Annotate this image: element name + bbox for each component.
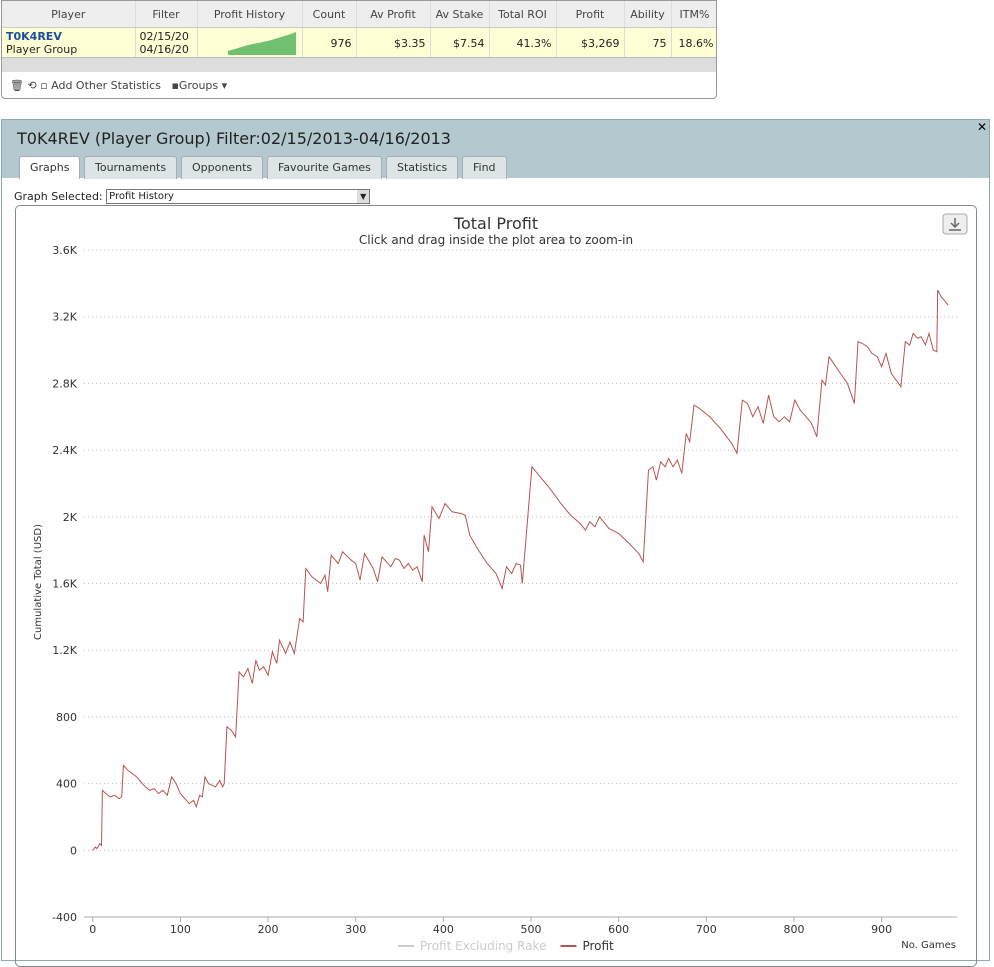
legend-label[interactable]: Profit Excluding Rake: [420, 939, 546, 953]
total-roi: 41.3%: [489, 27, 557, 58]
column-header[interactable]: ITM%: [671, 1, 716, 28]
y-tick-label: 2K: [63, 511, 78, 524]
y-tick-label: 400: [56, 778, 77, 791]
panel-header: T0K4REV (Player Group) Filter:02/15/2013…: [2, 120, 989, 179]
x-axis-label: No. Games: [901, 940, 956, 951]
sparkline: [227, 31, 296, 55]
legend-label[interactable]: Profit: [582, 939, 614, 953]
player-name[interactable]: T0K4REV: [6, 30, 62, 43]
player-group: Player Group: [6, 43, 78, 56]
player-panel: T0K4REV (Player Group) Filter:02/15/2013…: [1, 119, 990, 961]
y-tick-label: -400: [52, 911, 77, 924]
x-tick-label: 500: [521, 923, 542, 936]
x-tick-label: 700: [696, 923, 717, 936]
header-row: Player Filter Profit History Count Av Profit…: [2, 1, 716, 28]
stats-table: Player Filter Profit History Count Av Profit…: [2, 1, 716, 58]
y-tick-label: 2.8K: [52, 377, 77, 390]
column-header[interactable]: Player: [2, 1, 136, 28]
y-tick-label: 800: [56, 711, 77, 724]
av-stake: $7.54: [430, 27, 490, 58]
y-tick-label: 3.2K: [52, 311, 77, 324]
x-tick-label: 100: [170, 923, 191, 936]
column-header[interactable]: Ability: [624, 1, 672, 28]
x-tick-label: 0: [89, 923, 96, 936]
y-tick-label: 2.4K: [52, 444, 77, 457]
column-header[interactable]: Filter: [135, 1, 198, 28]
download-icon: [949, 218, 961, 231]
panel-title: T0K4REV (Player Group) Filter:02/15/2013…: [17, 129, 451, 148]
tab[interactable]: Favourite Games: [267, 156, 382, 179]
y-tick-label: 1.6K: [52, 578, 77, 591]
graph-select: Graph Selected: Profit History ▼: [14, 189, 371, 204]
graph-value: Profit History: [109, 191, 174, 202]
x-tick-label: 800: [783, 923, 804, 936]
y-axis-label: Cumulative Total (USD): [33, 524, 44, 640]
ability: 75: [624, 27, 672, 58]
av-profit: $3.35: [356, 27, 431, 58]
graph-dropdown[interactable]: Profit History ▼: [106, 189, 371, 204]
x-tick-label: 600: [608, 923, 629, 936]
x-tick-label: 300: [345, 923, 366, 936]
tab[interactable]: Opponents: [181, 156, 264, 179]
filter-to: 04/16/20: [139, 43, 189, 56]
graph-label: Graph Selected:: [14, 189, 103, 203]
tab[interactable]: Tournaments: [84, 156, 178, 179]
column-header[interactable]: Total ROI: [489, 1, 557, 28]
tab[interactable]: Find: [462, 156, 507, 179]
stats-panel: Player Filter Profit History Count Av Profit…: [1, 0, 717, 99]
x-tick-label: 200: [258, 923, 279, 936]
x-tick-label: 400: [433, 923, 454, 936]
groups[interactable]: Groups: [178, 79, 219, 92]
data-row: T0K4REV Player Group 02/15/20 04/16/20 976…: [2, 27, 716, 58]
count: 976: [302, 27, 357, 58]
y-tick-label: 0: [70, 844, 77, 857]
add-stats[interactable]: Add Other Statistics: [51, 79, 161, 92]
toolbar: 🗑 ⟲ ▫ Add Other Statistics ▪Groups ▾: [10, 79, 228, 92]
tab[interactable]: Statistics: [386, 156, 459, 179]
column-header[interactable]: Profit: [556, 1, 625, 28]
y-tick-label: 1.2K: [52, 644, 77, 657]
itm: 18.6%: [671, 27, 716, 58]
tab[interactable]: Graphs: [19, 156, 81, 179]
column-header[interactable]: Av Stake: [430, 1, 490, 28]
column-header[interactable]: Count: [302, 1, 357, 28]
profit-line: [92, 289, 949, 851]
close[interactable]: ✕: [976, 120, 987, 134]
chart-title: Total Profit: [453, 214, 538, 233]
chart-subtitle: Click and drag inside the plot area to z…: [359, 233, 633, 247]
profit: $3,269: [556, 27, 625, 58]
filter-from: 02/15/20: [139, 30, 189, 43]
scrollbar[interactable]: [2, 57, 716, 72]
x-tick-label: 900: [871, 923, 892, 936]
y-tick-label: 3.6K: [52, 244, 77, 257]
column-header[interactable]: Av Profit: [356, 1, 431, 28]
column-header[interactable]: Profit History: [197, 1, 303, 28]
